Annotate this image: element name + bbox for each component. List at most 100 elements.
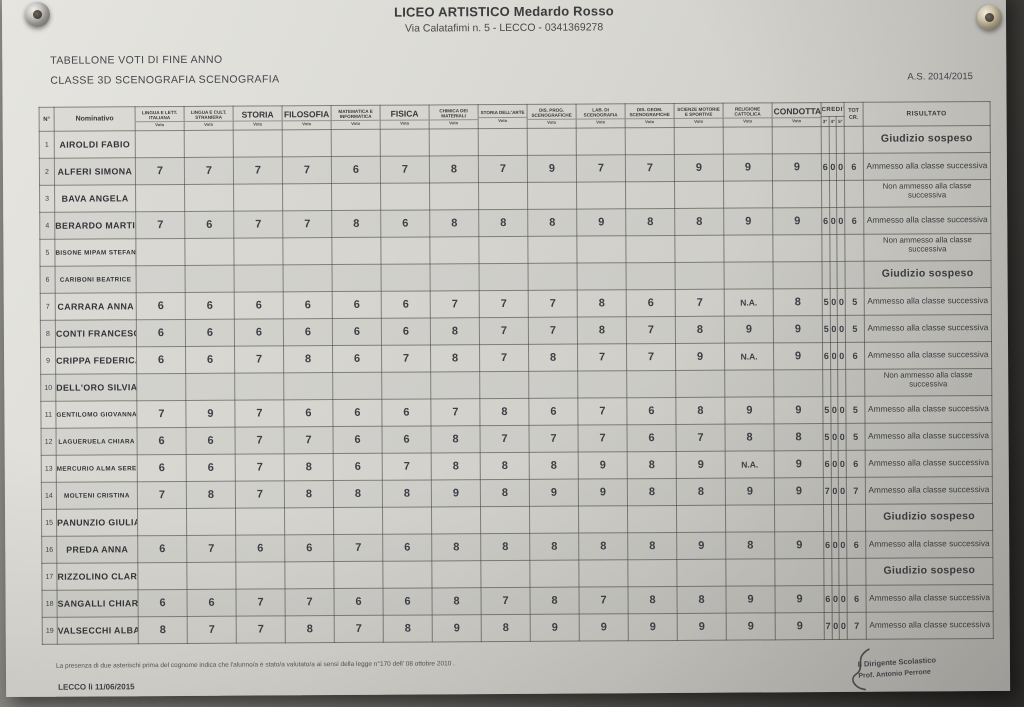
grade-cell: 9 xyxy=(432,614,482,642)
grade-cell xyxy=(772,126,822,154)
grade-cell: 6 xyxy=(184,211,234,239)
credit-cell xyxy=(837,261,846,289)
grade-cell: 9 xyxy=(723,207,773,236)
credit-cell: 0 xyxy=(830,423,839,451)
grade-cell: 6 xyxy=(626,397,677,425)
credit-cell: 0 xyxy=(836,207,845,235)
grade-cell: 7 xyxy=(676,424,726,452)
grade-cell: 9 xyxy=(676,532,726,560)
grade-cell: 7 xyxy=(479,317,529,345)
row-number: 9 xyxy=(40,347,56,375)
grade-cell: 6 xyxy=(283,399,334,427)
grade-cell xyxy=(234,372,284,401)
credit-year-header: 5° xyxy=(836,116,845,127)
student-name: CARIBONI BEATRICE xyxy=(55,265,137,294)
row-number: 12 xyxy=(41,428,57,456)
grade-cell xyxy=(429,128,479,156)
grade-cell xyxy=(235,561,285,590)
subject-label: CHIMICA DEI MATERIALI xyxy=(439,107,468,118)
grade-cell: 9 xyxy=(675,343,725,371)
credit-cell: 0 xyxy=(829,315,838,343)
grade-cell xyxy=(233,237,284,266)
grade-cell xyxy=(576,235,627,264)
grade-cell: 8 xyxy=(138,616,188,644)
credit-cell xyxy=(823,504,832,532)
grade-cell xyxy=(429,236,480,264)
credit-cell: 0 xyxy=(839,585,848,613)
grade-cell: 8 xyxy=(627,451,677,479)
credit-cell xyxy=(837,369,846,397)
grade-cell: 7 xyxy=(529,425,579,453)
grade-cell: 8 xyxy=(724,423,775,452)
grade-cell: 6 xyxy=(331,156,381,184)
column-header-subject: CHIMICA DEI MATERIALI Voto xyxy=(429,104,479,129)
grade-cell: 8 xyxy=(625,208,675,236)
grade-cell: 9 xyxy=(773,315,823,343)
grade-cell xyxy=(527,182,577,210)
grade-cell: 8 xyxy=(480,533,530,561)
grade-cell: 6 xyxy=(332,291,382,319)
grade-cell: 6 xyxy=(332,399,383,427)
credit-year-header: 3° xyxy=(821,116,829,127)
credit-cell: 0 xyxy=(838,423,847,451)
credit-year-header: 4° xyxy=(828,116,837,127)
student-name: VALSECCHI ALBA xyxy=(57,616,139,645)
grade-cell xyxy=(136,265,186,293)
student-name: PANUNZIO GIULIA xyxy=(56,508,138,537)
grade-cell: 7 xyxy=(479,344,529,372)
grade-cell xyxy=(233,183,283,212)
grade-cell xyxy=(332,372,382,400)
grade-cell: 7 xyxy=(235,480,285,509)
grade-cell: 7 xyxy=(282,156,332,184)
result-cell: Ammesso alla classe successiva xyxy=(864,422,993,451)
vote-sublabel: Voto xyxy=(282,120,331,127)
column-header-total: TOT CR. xyxy=(844,102,864,127)
column-header-subject: CONDOTTA Voto xyxy=(772,102,822,127)
credit-total-cell: 5 xyxy=(845,288,865,316)
credit-cell: 0 xyxy=(838,450,847,478)
credit-cell: 5 xyxy=(822,423,831,451)
subject-label: MATEMATICA E INFORMATICA xyxy=(338,108,373,119)
grade-cell: 8 xyxy=(431,425,481,453)
grade-cell: 6 xyxy=(333,588,384,616)
grade-cell: 8 xyxy=(725,531,775,560)
grade-cell xyxy=(381,371,431,400)
result-cell: Non ammesso alla classe successiva xyxy=(864,368,992,397)
credit-cell: 6 xyxy=(823,450,831,478)
credit-total-cell: 5 xyxy=(845,423,866,451)
grade-cell: 6 xyxy=(283,318,333,346)
subject-label: CONDOTTA xyxy=(773,106,822,117)
credit-cell: 0 xyxy=(830,342,838,370)
credit-total-cell: 6 xyxy=(846,450,866,478)
credit-total-cell xyxy=(844,180,864,208)
grade-cell: 9 xyxy=(772,207,822,235)
grade-cell: 8 xyxy=(527,209,577,237)
column-header-credits: CREDITI xyxy=(821,102,845,117)
doc-title: TABELLONE VOTI DI FINE ANNO xyxy=(50,53,223,67)
grade-cell xyxy=(186,562,236,590)
grade-cell: 6 xyxy=(136,346,186,374)
grade-cell xyxy=(382,560,432,589)
subject-label: RELIGIONE CATTOLICA xyxy=(734,106,761,117)
grade-cell xyxy=(479,371,529,399)
grade-cell: N.A. xyxy=(724,342,774,371)
credit-cell: 0 xyxy=(838,477,847,505)
grade-cell: 8 xyxy=(186,481,236,509)
document-sheet: LICEO ARTISTICO Medardo Rosso Via Calata… xyxy=(1,0,1011,698)
grade-cell xyxy=(184,184,234,212)
grade-cell: 8 xyxy=(333,480,383,508)
grade-cell: 8 xyxy=(430,344,480,372)
signature-block: Il Dirigente Scolastico Prof. Antonio Pe… xyxy=(852,648,936,691)
student-name: DELL'ORO SILVIA xyxy=(55,373,137,402)
grades-table-body: 1 AIROLDI FABIO Giudizio sospeso 2 ALFERI SI… xyxy=(39,125,994,645)
vote-sublabel: Voto xyxy=(527,118,576,126)
credit-cell: 6 xyxy=(823,585,832,613)
row-number: 8 xyxy=(40,320,56,348)
grade-cell: 7 xyxy=(187,616,237,644)
credit-cell xyxy=(821,126,830,154)
grade-cell xyxy=(626,262,676,290)
result-cell: Ammesso alla classe successiva xyxy=(865,449,993,478)
grade-cell: 8 xyxy=(773,423,824,451)
grade-cell xyxy=(772,234,823,262)
row-number: 18 xyxy=(42,590,58,618)
